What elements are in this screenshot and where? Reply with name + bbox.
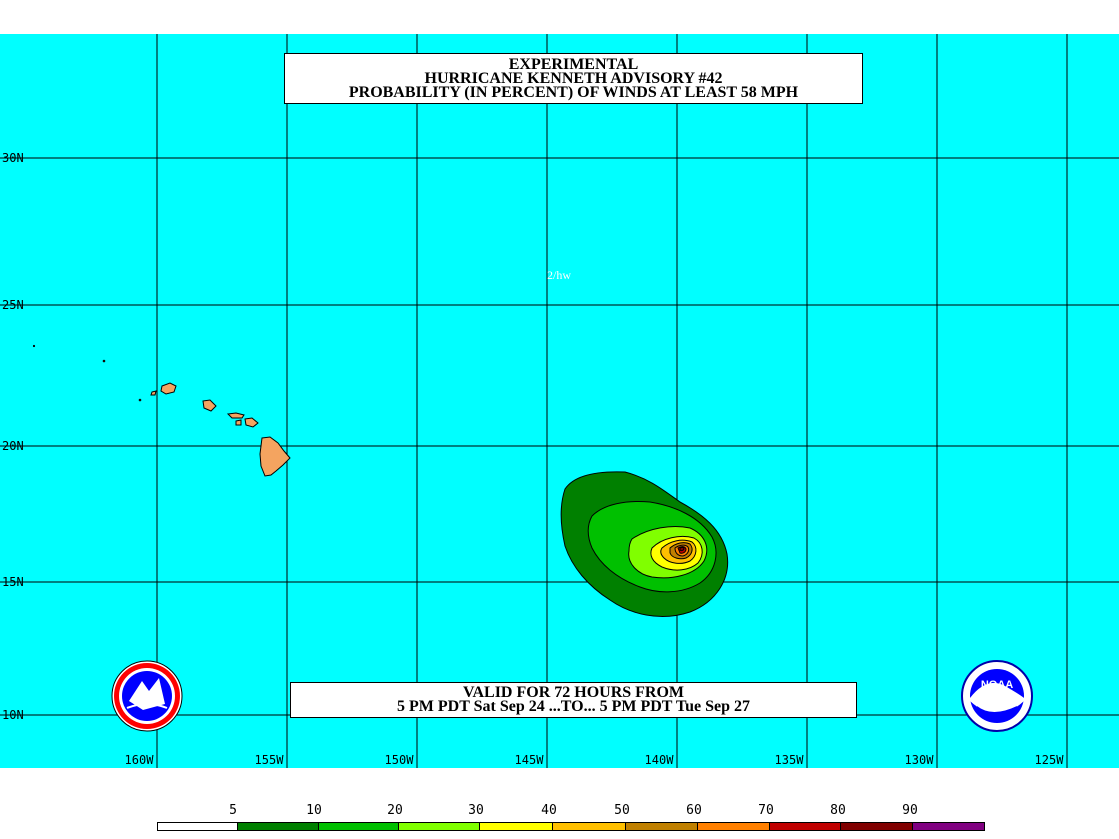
legend-label-20: 20 bbox=[387, 803, 403, 818]
valid-line-2: 5 PM PDT Sat Sep 24 ...TO... 5 PM PDT Tu… bbox=[397, 698, 750, 715]
valid-line-1: VALID FOR 72 HOURS FROM bbox=[462, 684, 685, 701]
legend-label-40: 40 bbox=[541, 803, 557, 818]
noaa-logo: NOAA bbox=[961, 660, 1033, 732]
lon-label-155w: 155W bbox=[254, 753, 284, 767]
title-box: EXPERIMENTAL HURRICANE KENNETH ADVISORY … bbox=[284, 53, 863, 104]
lat-label-20n: 20N bbox=[2, 439, 24, 453]
legend-label-90: 90 bbox=[902, 803, 918, 818]
noaa-logo-text: NOAA bbox=[981, 679, 1013, 691]
legend-color-bar bbox=[157, 822, 985, 831]
legend-swatch-2 bbox=[318, 823, 400, 830]
legend-swatch-6 bbox=[625, 823, 698, 830]
lat-label-10n: 10N bbox=[2, 708, 24, 722]
legend-swatch-4 bbox=[480, 823, 554, 830]
contour-90 bbox=[679, 546, 685, 552]
legend-label-30: 30 bbox=[468, 803, 484, 818]
legend-swatch-0 bbox=[158, 823, 238, 830]
lon-label-125w: 125W bbox=[1034, 753, 1064, 767]
lon-label-145w: 145W bbox=[514, 753, 544, 767]
legend-label-80: 80 bbox=[830, 803, 846, 818]
legend-swatch-5 bbox=[553, 823, 626, 830]
nws-logo bbox=[111, 660, 183, 732]
valid-period-box: VALID FOR 72 HOURS FROM 5 PM PDT Sat Sep… bbox=[290, 682, 857, 718]
probability-contours bbox=[560, 471, 729, 617]
title-line-2: HURRICANE KENNETH ADVISORY #42 bbox=[424, 70, 723, 87]
probability-map: NOAA 30N 25N 20N 15N 10N 160W 155W 150W … bbox=[0, 34, 1119, 768]
hawaiian-islands bbox=[32, 344, 291, 477]
legend-swatch-10 bbox=[913, 823, 984, 830]
lat-label-15n: 15N bbox=[2, 575, 24, 589]
legend-swatch-3 bbox=[399, 823, 481, 830]
lat-label-25n: 25N bbox=[2, 298, 24, 312]
map-canvas: NOAA bbox=[0, 34, 1119, 768]
legend-swatch-1 bbox=[237, 823, 319, 830]
legend-label-50: 50 bbox=[614, 803, 630, 818]
lon-label-130w: 130W bbox=[904, 753, 934, 767]
legend-swatch-8 bbox=[769, 823, 842, 830]
lon-label-160w: 160W bbox=[124, 753, 154, 767]
lon-label-135w: 135W bbox=[774, 753, 804, 767]
lon-label-150w: 150W bbox=[384, 753, 414, 767]
legend-label-5: 5 bbox=[229, 803, 237, 818]
analyst-credit: 2/hw bbox=[547, 268, 571, 282]
map-grid bbox=[0, 34, 1119, 768]
title-line-3: PROBABILITY (IN PERCENT) OF WINDS AT LEA… bbox=[348, 84, 799, 101]
title-line-1: EXPERIMENTAL bbox=[508, 56, 639, 73]
legend-label-60: 60 bbox=[686, 803, 702, 818]
lat-label-30n: 30N bbox=[2, 151, 24, 165]
lon-label-140w: 140W bbox=[644, 753, 674, 767]
legend-label-10: 10 bbox=[306, 803, 322, 818]
legend-label-70: 70 bbox=[758, 803, 774, 818]
legend-swatch-9 bbox=[841, 823, 914, 830]
legend-swatch-7 bbox=[697, 823, 770, 830]
